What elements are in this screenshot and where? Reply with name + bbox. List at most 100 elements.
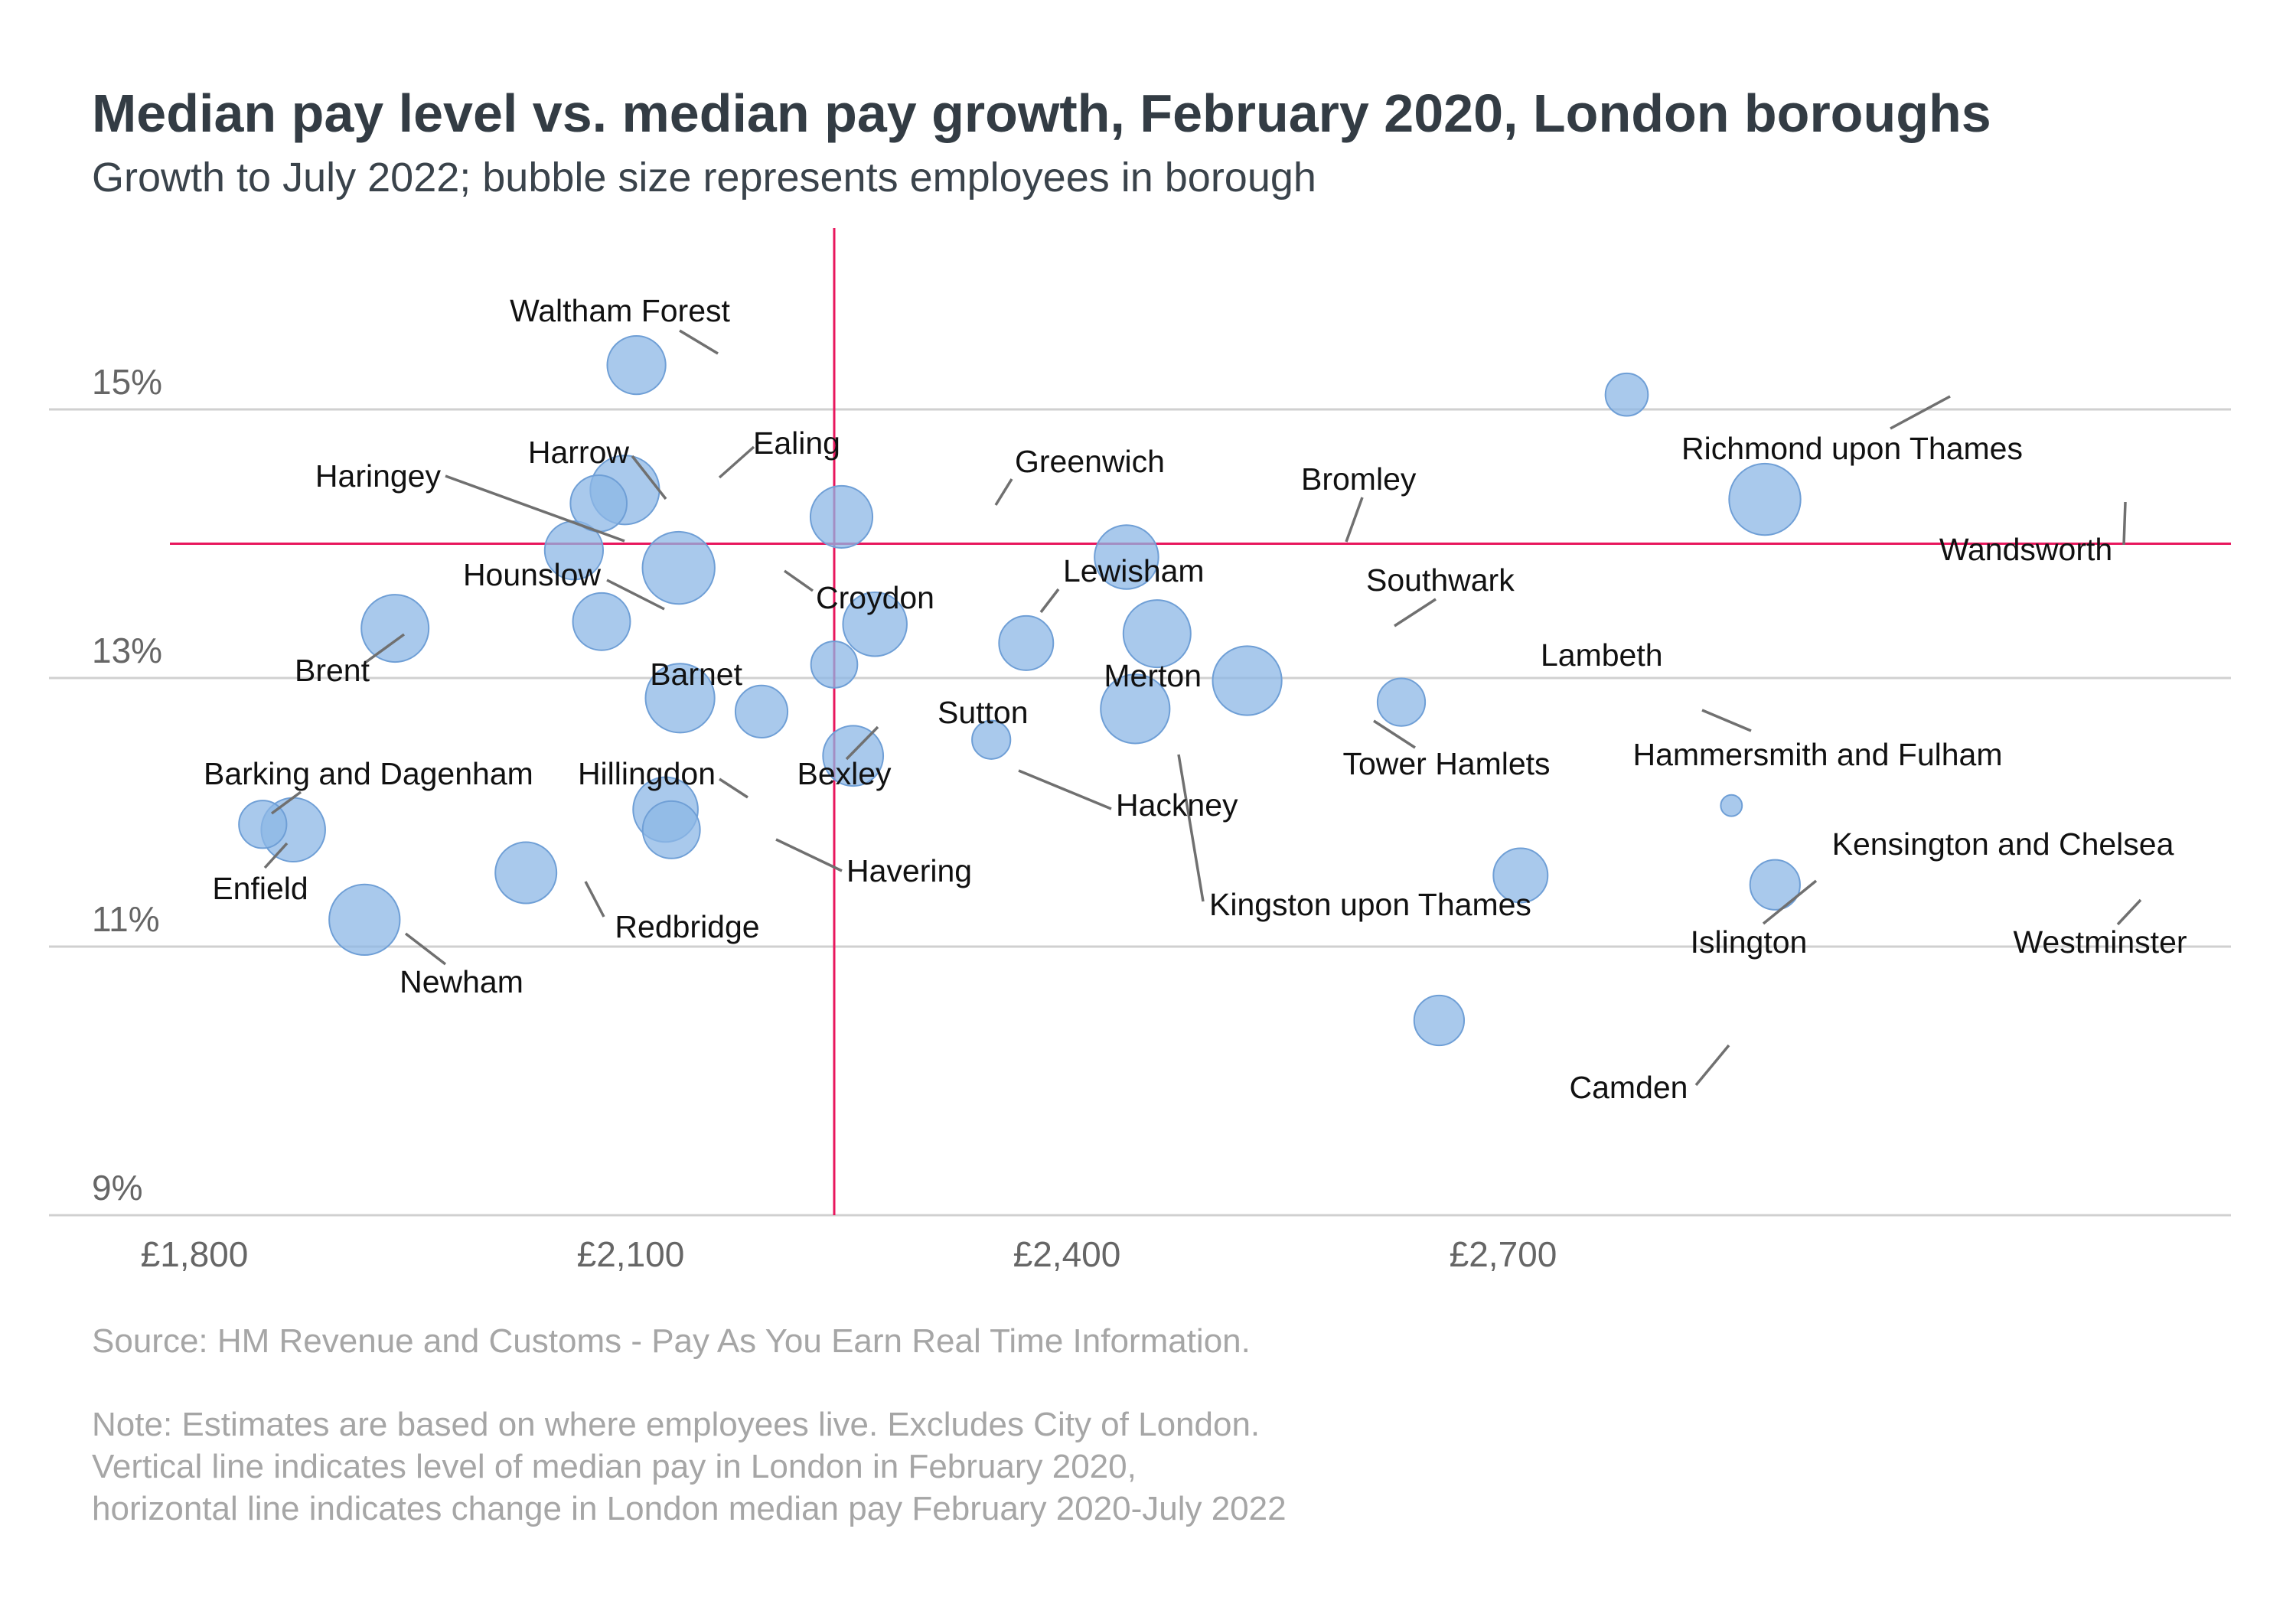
- point-label: Redbridge: [615, 909, 759, 944]
- y-tick-label: 9%: [92, 1168, 142, 1208]
- label-leader-line: [270, 790, 302, 815]
- point-label: Wandsworth: [1939, 532, 2112, 567]
- point-label: Barnet: [650, 657, 742, 692]
- x-axis-ticks: £1,800 £2,100 £2,400 £2,700: [141, 1234, 1557, 1274]
- bubbles: [238, 334, 1802, 1047]
- point-label: Harrow: [528, 435, 630, 470]
- point-label: Bexley: [797, 756, 892, 791]
- bubble: [328, 883, 401, 957]
- y-axis-ticks: 9% 11% 13% 15%: [92, 362, 162, 1208]
- label-leader-line: [2122, 501, 2127, 546]
- point-label: Ealing: [753, 425, 840, 461]
- point-label: Waltham Forest: [510, 293, 730, 328]
- label-leader-line: [845, 725, 879, 761]
- x-tick-label: £2,100: [577, 1234, 685, 1274]
- point-label: Richmond upon Thames: [1681, 431, 2023, 466]
- point-label: Croydon: [816, 580, 934, 615]
- bubble: [809, 484, 874, 549]
- point-label: Greenwich: [1015, 444, 1165, 479]
- label-leader-line: [1345, 497, 1364, 543]
- label-leader-line: [404, 932, 447, 966]
- label-leader-line: [1890, 395, 1951, 430]
- bubble: [641, 800, 701, 859]
- bubble: [734, 684, 789, 738]
- label-leader-line: [364, 633, 406, 664]
- point-label: Hounslow: [463, 557, 601, 592]
- bubble: [494, 841, 558, 905]
- label-leader-line: [679, 329, 719, 355]
- bubble: [1728, 462, 1802, 536]
- bubble: [971, 719, 1012, 760]
- bubble: [644, 663, 716, 734]
- bubble: [1604, 372, 1649, 417]
- label-leader-line: [606, 579, 665, 611]
- x-tick-label: £2,400: [1013, 1234, 1121, 1274]
- label-leader-line: [1394, 598, 1437, 627]
- point-labels: Waltham Forest Richmond upon Thames Wandsw…: [204, 293, 2187, 1105]
- x-tick-label: £2,700: [1450, 1234, 1557, 1274]
- label-leader-line: [1018, 769, 1112, 810]
- bubble: [1212, 645, 1283, 716]
- label-leader-line: [1373, 719, 1416, 749]
- y-tick-label: 13%: [92, 631, 162, 670]
- bubble: [360, 594, 430, 663]
- point-label: Haringey: [315, 458, 442, 494]
- point-label: Lambeth: [1541, 637, 1663, 673]
- footnote-line-1: Note: Estimates are based on where emplo…: [92, 1406, 1260, 1443]
- label-leader-line: [1762, 879, 1818, 925]
- chart-subtitle: Growth to July 2022; bubble size represe…: [92, 155, 1316, 200]
- y-tick-label: 15%: [92, 362, 162, 402]
- point-label: Bromley: [1301, 461, 1417, 497]
- bubble: [1094, 524, 1159, 590]
- reference-lines: [170, 228, 2231, 1215]
- bubble: [1100, 673, 1171, 745]
- point-label: Tower Hamlets: [1342, 746, 1550, 781]
- bubble: [998, 614, 1055, 671]
- bubble: [1720, 794, 1743, 817]
- label-leader-line: [584, 881, 605, 918]
- label-leader-line: [2116, 898, 2142, 926]
- point-label: Kingston upon Thames: [1209, 887, 1531, 922]
- footnote-line-3: horizontal line indicates change in Lond…: [92, 1490, 1287, 1527]
- bubble: [1413, 994, 1466, 1047]
- label-leader-line: [1039, 588, 1060, 614]
- label-leader-line: [445, 474, 625, 543]
- bubble: [572, 592, 631, 651]
- bubble: [1376, 677, 1427, 727]
- point-label: Camden: [1570, 1070, 1688, 1105]
- label-leader-line: [1701, 709, 1752, 732]
- bubble: [822, 725, 885, 787]
- point-label: Hammersmith and Fulham: [1632, 737, 2002, 772]
- x-tick-label: £1,800: [141, 1234, 249, 1274]
- point-label: Brent: [295, 653, 370, 688]
- point-label: Havering: [846, 853, 972, 888]
- point-label: Sutton: [938, 695, 1029, 730]
- footnote-line-2: Vertical line indicates level of median …: [92, 1448, 1137, 1485]
- bubble: [606, 334, 667, 396]
- point-label: Newham: [400, 964, 523, 999]
- label-leader-line: [1177, 754, 1205, 902]
- point-label: Islington: [1691, 924, 1808, 960]
- point-label: Merton: [1104, 658, 1202, 693]
- bubble: [1749, 859, 1801, 911]
- point-label: Barking and Dagenham: [204, 756, 533, 791]
- label-leader-line: [783, 569, 814, 592]
- label-leader-line: [631, 455, 667, 500]
- source-note: Source: HM Revenue and Customs - Pay As …: [92, 1322, 1251, 1360]
- point-label: Kensington and Chelsea: [1832, 826, 2174, 862]
- bubble: [810, 641, 859, 689]
- label-leader-line: [994, 478, 1013, 506]
- bubble: [842, 592, 908, 657]
- y-tick-label: 11%: [92, 899, 160, 939]
- chart-title: Median pay level vs. median pay growth, …: [92, 83, 1991, 143]
- point-label: Hackney: [1116, 787, 1238, 823]
- point-label: Southwark: [1366, 562, 1515, 598]
- label-leader-line: [719, 777, 748, 799]
- point-label: Westminster: [2013, 924, 2187, 960]
- bubble: [641, 530, 716, 605]
- point-label: Lewisham: [1063, 553, 1205, 588]
- bubble: [1122, 599, 1192, 669]
- label-leader-line: [1694, 1044, 1730, 1087]
- point-label: Hillingdon: [578, 756, 716, 791]
